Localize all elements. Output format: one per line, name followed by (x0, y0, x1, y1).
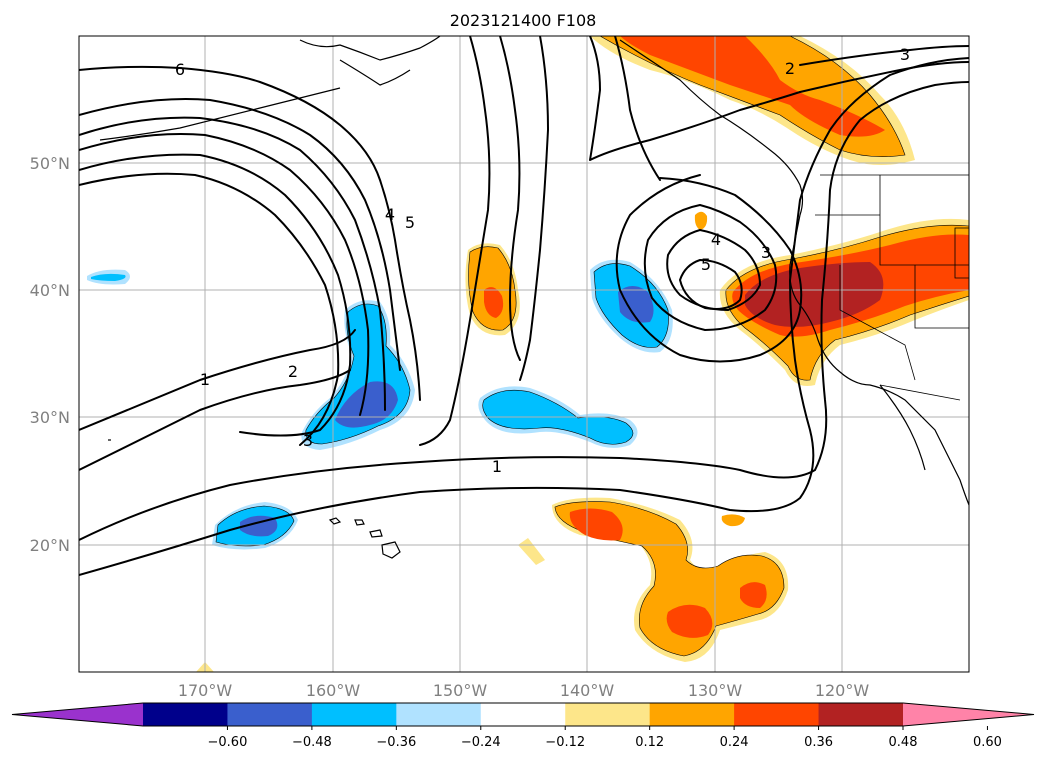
colorbar-tick-label: −0.48 (292, 735, 332, 750)
contour-label-5b: 5 (701, 255, 711, 274)
colorbar-segment (312, 703, 397, 726)
lon-label-120w: 120°W (815, 681, 870, 700)
colorbar-tick-label: −0.12 (545, 735, 585, 750)
lon-label-140w: 140°W (560, 681, 615, 700)
colorbar-segment (819, 703, 904, 726)
lat-label-30n: 30°N (30, 408, 70, 427)
contour-label-3: 3 (303, 431, 313, 450)
contour-label-3b: 3 (761, 243, 771, 262)
latitude-labels: 50°N 40°N 30°N 20°N (30, 154, 70, 555)
contour-label-4b: 4 (711, 230, 721, 249)
colorbar-segment (396, 703, 481, 726)
colorbar-segment (227, 703, 312, 726)
colorbar-extend-low (12, 703, 143, 726)
colorbar-tick-label: −0.24 (461, 735, 501, 750)
colorbar-extend-high (903, 703, 1034, 726)
colorbar: −0.60 −0.48 −0.36 −0.24 −0.12 0.12 0.24 0.36 0.4… (12, 703, 1034, 750)
colorbar-tick-label: 0.12 (635, 735, 664, 750)
colorbar-tick-label: 0.48 (889, 735, 918, 750)
lon-label-130w: 130°W (688, 681, 743, 700)
colorbar-segment (143, 703, 228, 726)
contour-label-1: 1 (200, 370, 210, 389)
contour-label-1b: 1 (492, 457, 502, 476)
lat-label-50n: 50°N (30, 154, 70, 173)
contour-label-5: 5 (405, 213, 415, 232)
colorbar-tick-label: 0.36 (804, 735, 833, 750)
longitude-labels: 170°W 160°W 150°W 140°W 130°W 120°W (178, 681, 870, 700)
colorbar-segment (481, 703, 566, 726)
colorbar-segment (734, 703, 819, 726)
colorbar-segment (650, 703, 735, 726)
colorbar-tick-label: 0.60 (973, 735, 1002, 750)
map-title: 2023121400 F108 (450, 11, 597, 30)
contour-label-2: 2 (288, 362, 298, 381)
contour-label-3c: 3 (900, 45, 910, 64)
colorbar-tick-label: 0.24 (720, 735, 749, 750)
colorbar-tick-label: −0.36 (376, 735, 416, 750)
lon-label-160w: 160°W (306, 681, 361, 700)
colorbar-tick-label: −0.60 (208, 735, 248, 750)
lon-label-170w: 170°W (178, 681, 233, 700)
contour-label-2b: 2 (785, 59, 795, 78)
lat-label-40n: 40°N (30, 281, 70, 300)
contour-label-6: 6 (175, 60, 185, 79)
lon-label-150w: 150°W (433, 681, 488, 700)
lat-label-20n: 20°N (30, 536, 70, 555)
contour-label-4: 4 (385, 205, 395, 224)
colorbar-segment (565, 703, 650, 726)
